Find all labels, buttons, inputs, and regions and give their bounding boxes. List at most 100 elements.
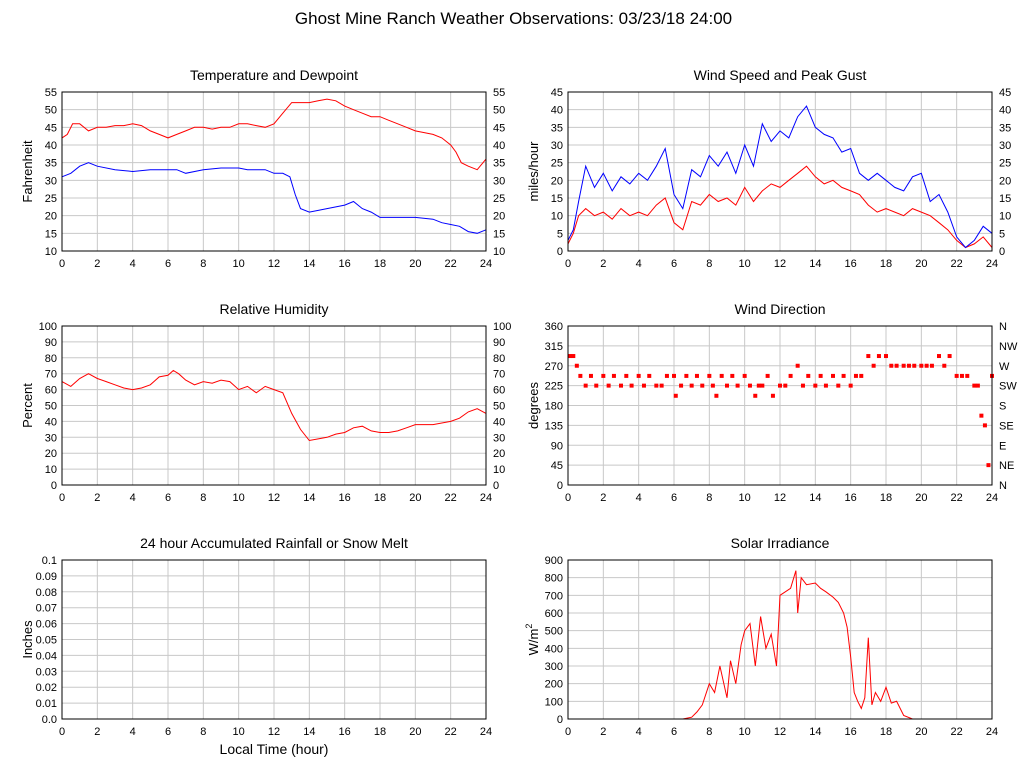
series-line (61, 369, 487, 442)
data-point (871, 363, 876, 368)
y-tick-label: 100 (545, 696, 563, 708)
data-point (735, 383, 740, 388)
data-point (924, 363, 929, 368)
y-tick-label-right: 100 (493, 321, 511, 333)
y-tick-label: 225 (545, 381, 563, 393)
y-tick-label-right: 10 (493, 246, 505, 258)
data-point (884, 354, 888, 359)
plot-frame (61, 91, 487, 252)
y-tick-label: 40 (551, 105, 563, 117)
data-point (588, 373, 593, 378)
y-tick-label-right: 90 (493, 337, 505, 349)
data-point (901, 363, 906, 368)
y-tick-label: 315 (545, 341, 563, 353)
data-point (876, 354, 881, 359)
data-point (725, 383, 729, 388)
x-tick-label: 18 (374, 492, 386, 504)
x-tick-label: 18 (880, 258, 892, 270)
page-title: Ghost Mine Ranch Weather Observations: 0… (294, 9, 733, 28)
y-tick-label-right: N (999, 480, 1007, 492)
plot-frame (567, 91, 993, 252)
x-tick-label: 24 (480, 258, 492, 270)
data-point (954, 373, 959, 378)
y-tick-label-right: 80 (493, 353, 505, 365)
data-point (742, 373, 747, 378)
data-point (730, 373, 735, 378)
x-tick-label: 8 (706, 726, 712, 738)
y-tick-label: 10 (45, 246, 57, 258)
chart-title: 24 hour Accumulated Rainfall or Snow Mel… (140, 535, 408, 551)
x-tick-label: 10 (739, 492, 751, 504)
data-point (571, 354, 576, 359)
data-point (823, 383, 828, 388)
x-tick-label: 14 (303, 492, 315, 504)
x-tick-label: 20 (409, 726, 421, 738)
y-tick-label-right: 15 (999, 193, 1011, 205)
y-axis-label: Fahrenheit (20, 140, 35, 203)
y-axis-label: Percent (20, 383, 35, 428)
chart-title: Wind Direction (734, 301, 825, 317)
data-point (848, 383, 853, 388)
data-point (788, 373, 793, 378)
y-tick-label: 90 (551, 440, 563, 452)
y-axis-label-text: degrees (526, 382, 541, 429)
y-tick-label: 25 (45, 193, 57, 205)
y-tick-label: 0.02 (36, 682, 57, 694)
x-tick-label: 20 (409, 492, 421, 504)
x-tick-label: 22 (951, 258, 963, 270)
data-point (841, 373, 846, 378)
chart-title: Wind Speed and Peak Gust (694, 67, 867, 83)
y-tick-label: 30 (45, 432, 57, 444)
data-point (959, 373, 964, 378)
data-point (756, 383, 761, 388)
data-point (672, 373, 676, 378)
y-tick-label-right: S (999, 401, 1006, 413)
data-point (574, 363, 579, 368)
data-point (765, 373, 770, 378)
x-tick-label: 22 (445, 492, 457, 504)
x-tick-label: 22 (951, 726, 963, 738)
y-axis-label: degrees (526, 382, 541, 429)
data-point (919, 363, 924, 368)
x-tick-label: 22 (951, 492, 963, 504)
x-tick-label: 2 (94, 492, 100, 504)
y-tick-label: 0.05 (36, 635, 57, 647)
x-tick-label: 20 (915, 492, 927, 504)
data-point (906, 363, 911, 368)
y-tick-label: 0 (51, 480, 57, 492)
x-tick-label: 16 (845, 492, 857, 504)
y-tick-label-right: 25 (999, 158, 1011, 170)
y-tick-label-right: 40 (493, 140, 505, 152)
y-tick-label-right: 30 (999, 140, 1011, 152)
y-tick-label-right: E (999, 440, 1006, 452)
x-tick-label: 4 (130, 258, 136, 270)
y-tick-label-right: 30 (493, 432, 505, 444)
data-point (986, 463, 991, 468)
x-tick-label: 20 (409, 258, 421, 270)
data-point (975, 383, 980, 388)
x-tick-label: 4 (130, 492, 136, 504)
y-tick-label-right: 5 (999, 228, 1005, 240)
chart-title: Temperature and Dewpoint (190, 67, 358, 83)
y-tick-label-right: NE (999, 460, 1014, 472)
x-tick-label: 2 (94, 726, 100, 738)
y-tick-label-right: 45 (999, 87, 1011, 99)
data-point (929, 363, 934, 368)
x-tick-label: 24 (986, 492, 998, 504)
x-tick-label: 12 (268, 726, 280, 738)
y-tick-label-right: NW (999, 341, 1018, 353)
y-tick-label: 5 (557, 228, 563, 240)
data-point (664, 373, 669, 378)
x-tick-label: 16 (339, 258, 351, 270)
x-tick-label: 0 (565, 258, 571, 270)
x-tick-label: 8 (706, 492, 712, 504)
x-tick-label: 10 (233, 726, 245, 738)
y-tick-label: 0.03 (36, 666, 57, 678)
x-tick-label: 10 (739, 258, 751, 270)
y-tick-label: 0.01 (36, 698, 57, 710)
y-tick-label: 90 (45, 337, 57, 349)
x-tick-label: 14 (809, 726, 821, 738)
x-tick-label: 14 (809, 492, 821, 504)
